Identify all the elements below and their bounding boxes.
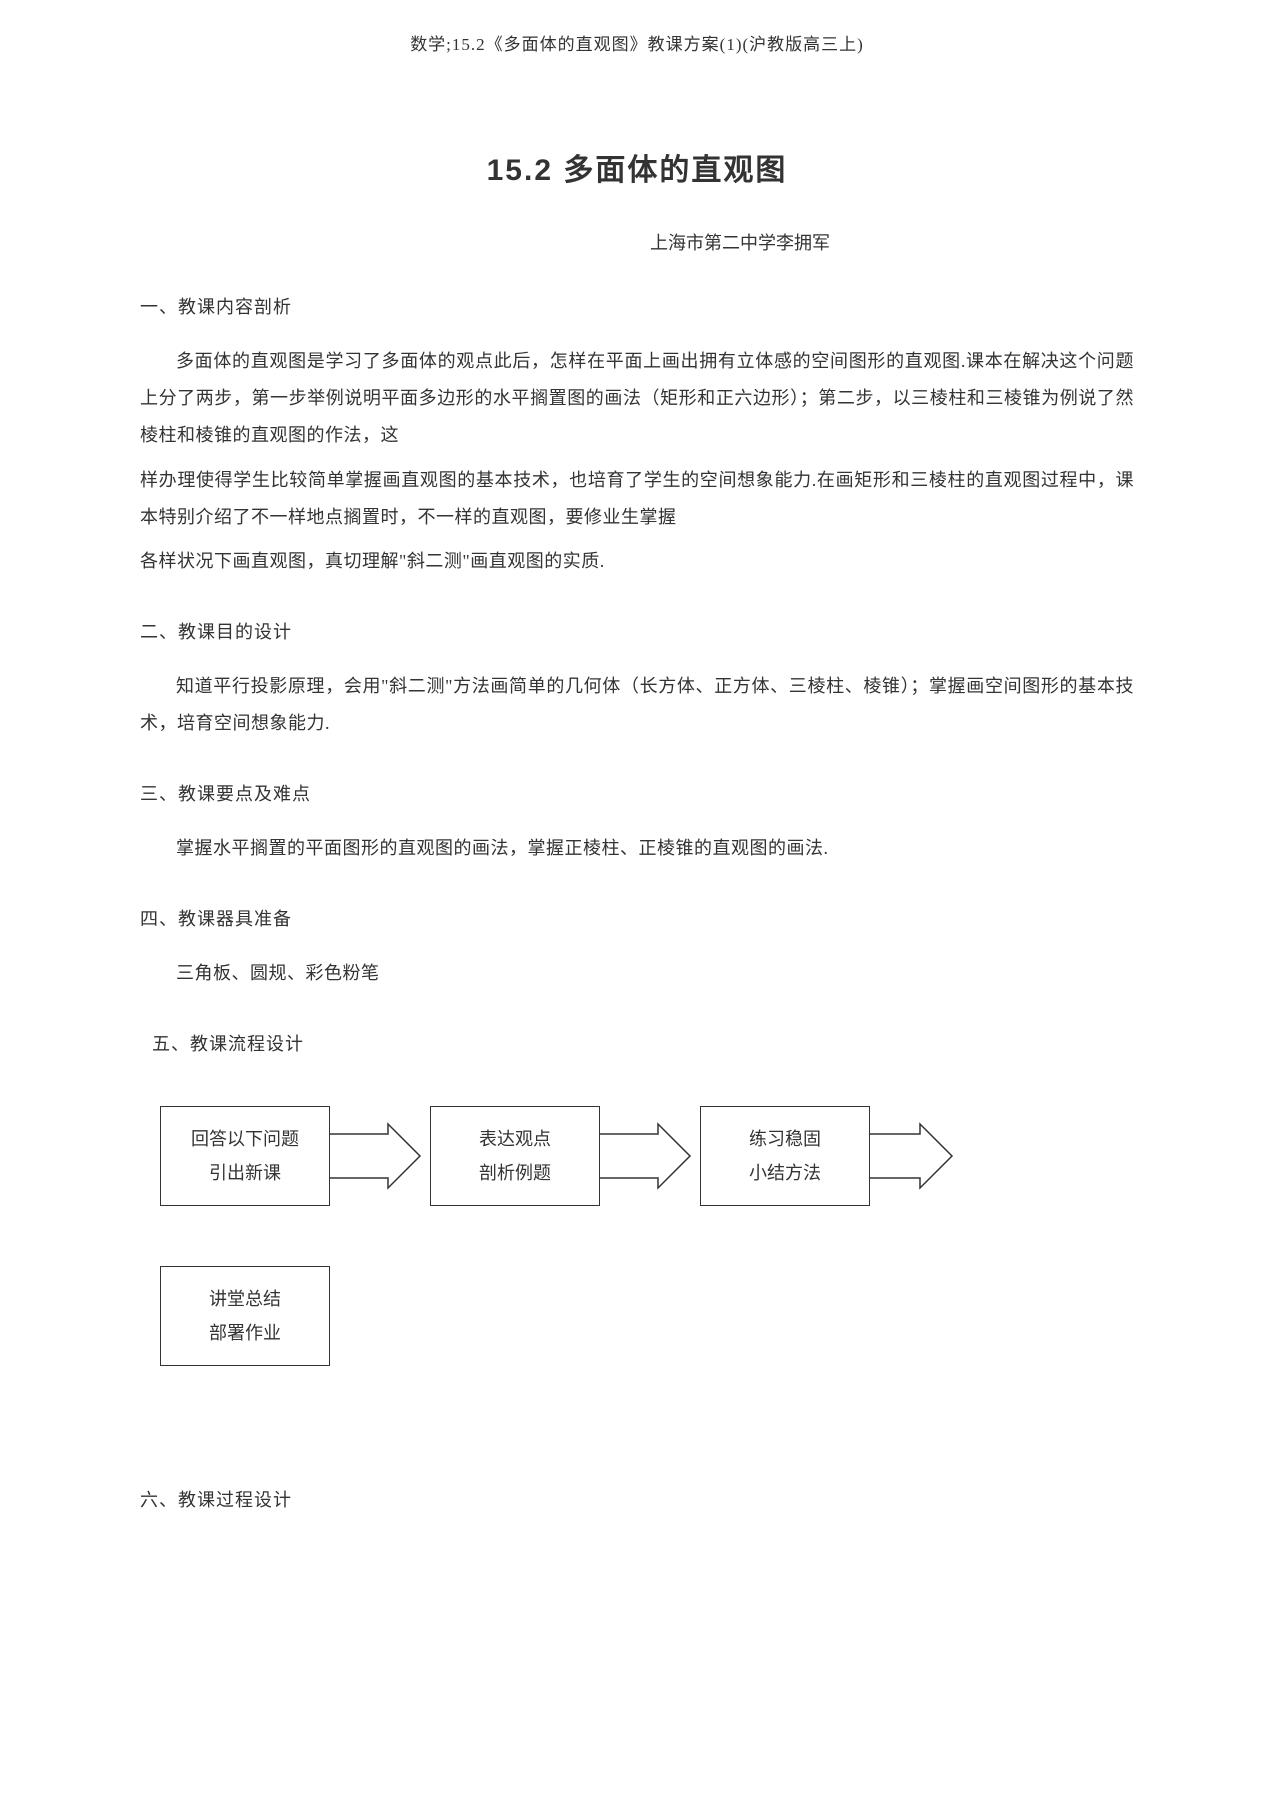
section-1-p3: 各样状况下画直观图，真切理解"斜二测"画直观图的实质. xyxy=(140,543,1134,580)
section-3-p1: 掌握水平搁置的平面图形的直观图的画法，掌握正棱柱、正棱锥的直观图的画法. xyxy=(140,830,1134,867)
flow-node-2-line1: 表达观点 xyxy=(479,1122,551,1156)
arrow-icon xyxy=(870,1106,960,1206)
flow-node-1: 回答以下问题 引出新课 xyxy=(160,1106,330,1206)
section-1-p1: 多面体的直观图是学习了多面体的观点此后，怎样在平面上画出拥有立体感的空间图形的直… xyxy=(140,343,1134,454)
flow-node-1-line1: 回答以下问题 xyxy=(191,1122,299,1156)
author-line: 上海市第二中学李拥军 xyxy=(140,229,1134,255)
flow-node-4-line1: 讲堂总结 xyxy=(209,1282,281,1316)
section-3-body: 掌握水平搁置的平面图形的直观图的画法，掌握正棱柱、正棱锥的直观图的画法. xyxy=(140,830,1134,867)
section-6-heading: 六、教课过程设计 xyxy=(140,1486,1134,1512)
section-2-heading: 二、教课目的设计 xyxy=(140,618,1134,644)
flow-connector-1 xyxy=(330,1106,430,1206)
section-4-p1: 三角板、圆规、彩色粉笔 xyxy=(140,955,1134,992)
section-1-heading: 一、教课内容剖析 xyxy=(140,293,1134,319)
section-3-heading: 三、教课要点及难点 xyxy=(140,780,1134,806)
section-4-heading: 四、教课器具准备 xyxy=(140,905,1134,931)
flow-connector-2 xyxy=(600,1106,700,1206)
section-4-body: 三角板、圆规、彩色粉笔 xyxy=(140,955,1134,992)
section-5-heading: 五、教课流程设计 xyxy=(140,1030,1134,1056)
flowchart-row-2: 讲堂总结 部署作业 xyxy=(160,1266,1134,1366)
main-title: 15.2 多面体的直观图 xyxy=(140,145,1134,189)
section-1-body: 多面体的直观图是学习了多面体的观点此后，怎样在平面上画出拥有立体感的空间图形的直… xyxy=(140,343,1134,580)
flowchart-row-1: 回答以下问题 引出新课 表达观点 剖析例题 练习稳固 小结方法 xyxy=(160,1106,1134,1206)
flow-tail-arrow xyxy=(870,1106,960,1206)
arrow-icon xyxy=(330,1106,430,1206)
flow-node-4-line2: 部署作业 xyxy=(209,1316,281,1350)
section-1-p2: 样办理使得学生比较简单掌握画直观图的基本技术，也培育了学生的空间想象能力.在画矩… xyxy=(140,462,1134,536)
flowchart: 回答以下问题 引出新课 表达观点 剖析例题 练习稳固 小结方法 xyxy=(160,1106,1134,1366)
arrow-icon xyxy=(600,1106,700,1206)
flow-node-2: 表达观点 剖析例题 xyxy=(430,1106,600,1206)
flow-node-1-line2: 引出新课 xyxy=(209,1156,281,1190)
document-page: 数学;15.2《多面体的直观图》教课方案(1)(沪教版高三上) 15.2 多面体… xyxy=(0,0,1274,1804)
section-2-p1: 知道平行投影原理，会用"斜二测"方法画简单的几何体（长方体、正方体、三棱柱、棱锥… xyxy=(140,668,1134,742)
flow-node-4: 讲堂总结 部署作业 xyxy=(160,1266,330,1366)
flow-node-3-line2: 小结方法 xyxy=(749,1156,821,1190)
flow-node-3: 练习稳固 小结方法 xyxy=(700,1106,870,1206)
section-2-body: 知道平行投影原理，会用"斜二测"方法画简单的几何体（长方体、正方体、三棱柱、棱锥… xyxy=(140,668,1134,742)
flow-node-3-line1: 练习稳固 xyxy=(749,1122,821,1156)
flow-node-2-line2: 剖析例题 xyxy=(479,1156,551,1190)
page-header: 数学;15.2《多面体的直观图》教课方案(1)(沪教版高三上) xyxy=(140,30,1134,55)
